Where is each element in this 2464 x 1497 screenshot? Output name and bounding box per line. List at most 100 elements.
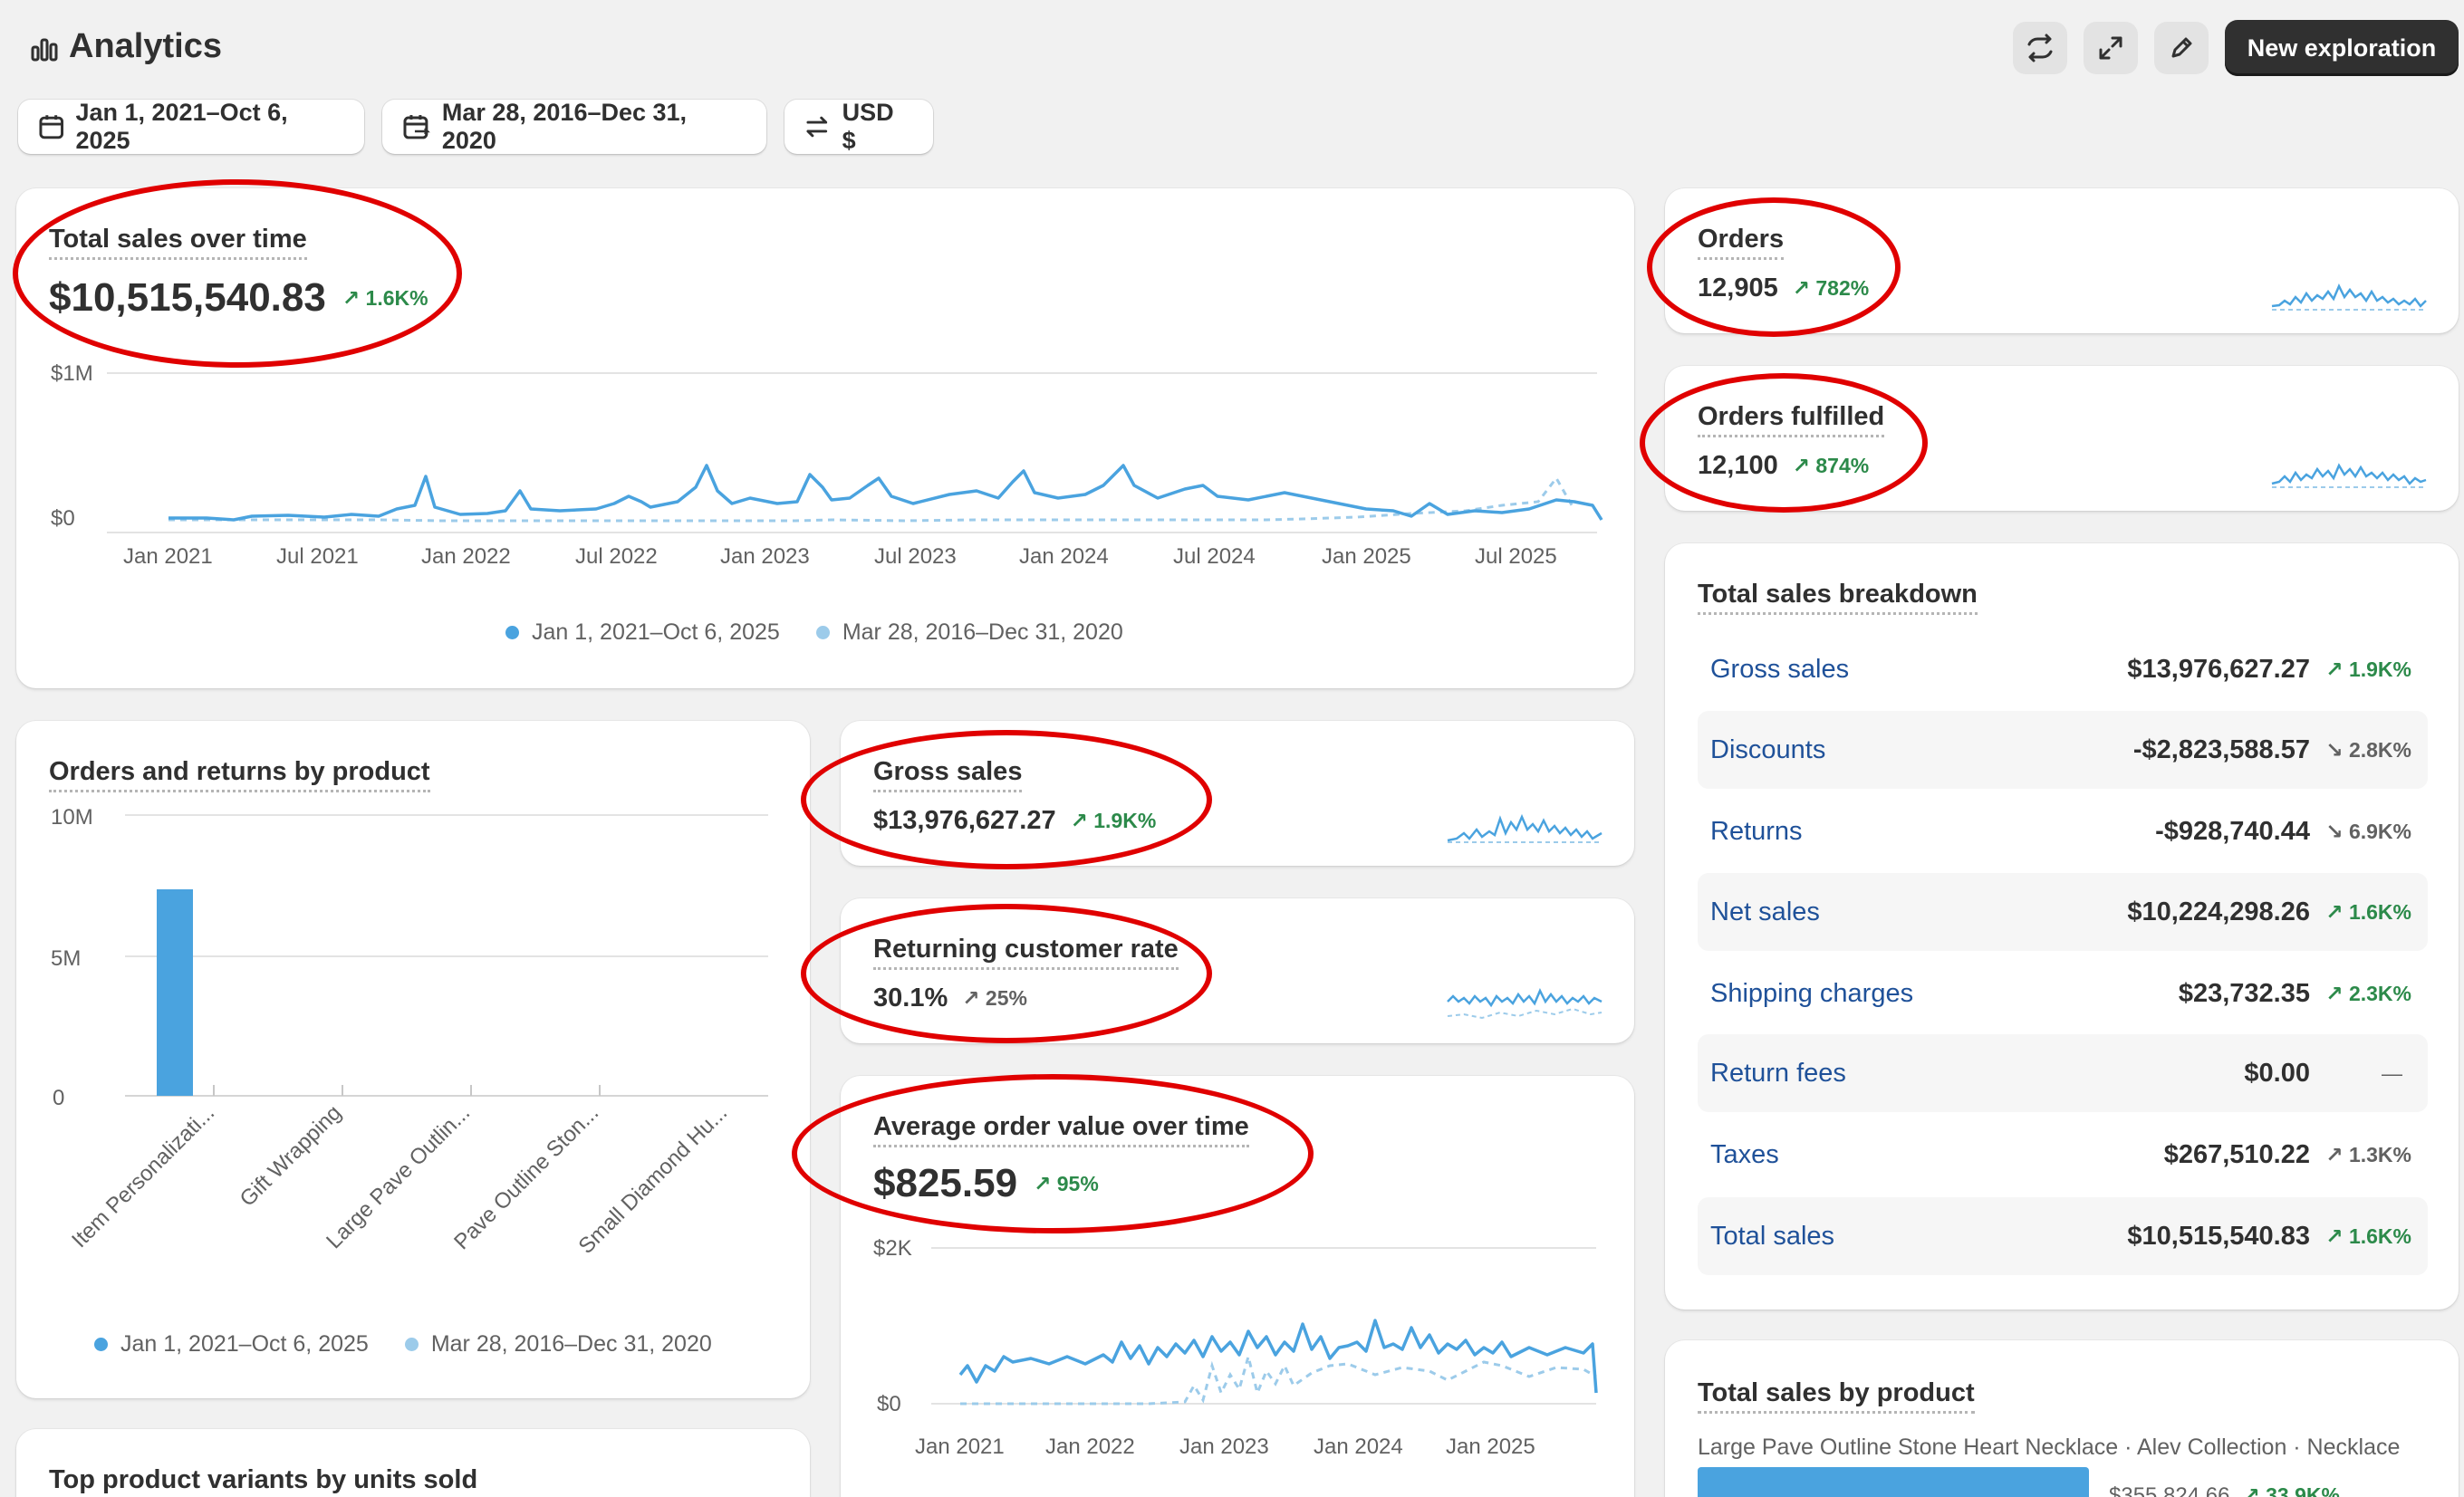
legend-item-current[interactable]: Jan 1, 2021–Oct 6, 2025 [505, 619, 780, 646]
total-sales-title[interactable]: Total sales over time [49, 225, 307, 260]
sales-by-product-title[interactable]: Total sales by product [1698, 1378, 1975, 1414]
orders-fulfilled-title[interactable]: Orders fulfilled [1698, 402, 1885, 437]
breakdown-label[interactable]: Discounts [1710, 734, 1826, 764]
expand-icon [2099, 36, 2122, 60]
breakdown-trend: ↗ 1.6K% [2325, 1224, 2411, 1248]
orders-card[interactable]: Orders 12,905 ↗ 782% [1665, 188, 2459, 333]
new-exploration-label: New exploration [2247, 34, 2437, 62]
calendar-icon [39, 115, 64, 139]
aov-value: $825.59 [873, 1161, 1018, 1205]
breakdown-row-taxes[interactable]: Taxes $267,510.22 ↗ 1.3K% [1698, 1116, 2428, 1194]
orders-fulfilled-card[interactable]: Orders fulfilled 12,100 ↗ 874% [1665, 366, 2459, 511]
gross-sales-sparkline [1447, 813, 1603, 843]
legend-item-current[interactable]: Jan 1, 2021–Oct 6, 2025 [94, 1331, 369, 1358]
x-tick: Jan 2023 [720, 544, 810, 569]
aov-title[interactable]: Average order value over time [873, 1112, 1249, 1147]
sales-breakdown-title[interactable]: Total sales breakdown [1698, 580, 1978, 615]
x-tick: Jul 2024 [1173, 544, 1256, 569]
total-sales-card[interactable]: Total sales over time $10,515,540.83 ↗ 1… [16, 188, 1634, 688]
breakdown-row-discounts[interactable]: Discounts -$2,823,588.57 ↘ 2.8K% [1698, 711, 2428, 789]
x-tick: Jan 2023 [1179, 1435, 1269, 1459]
gross-sales-trend: ↗ 1.9K% [1070, 809, 1157, 832]
edit-button[interactable] [2154, 22, 2209, 74]
returning-rate-title[interactable]: Returning customer rate [873, 935, 1179, 970]
legend-item-compare[interactable]: Mar 28, 2016–Dec 31, 2020 [404, 1331, 712, 1358]
trend-up-icon: ↗ [2325, 1142, 2349, 1166]
returning-rate-sparkline [1447, 988, 1603, 1020]
gross-sales-value: $13,976,627.27 [873, 806, 1056, 835]
breakdown-label[interactable]: Shipping charges [1710, 978, 1914, 1008]
breakdown-value: $13,976,627.27 [2127, 654, 2310, 684]
currency-picker[interactable]: USD $ [784, 99, 933, 154]
breakdown-label[interactable]: Taxes [1710, 1139, 1779, 1169]
breakdown-label[interactable]: Net sales [1710, 897, 1820, 926]
breakdown-trend: ↗ 1.6K% [2325, 899, 2411, 924]
date-range-picker[interactable]: Jan 1, 2021–Oct 6, 2025 [18, 99, 364, 154]
breakdown-row-total-sales[interactable]: Total sales $10,515,540.83 ↗ 1.6K% [1698, 1197, 2428, 1275]
product-item-label: Large Pave Outline Stone Heart Necklace … [1698, 1435, 2401, 1460]
total-sales-legend: Jan 1, 2021–Oct 6, 2025 Mar 28, 2016–Dec… [505, 619, 1123, 646]
x-tick: Jul 2023 [874, 544, 957, 569]
orders-sparkline [2271, 283, 2427, 311]
breakdown-row-shipping-charges[interactable]: Shipping charges $23,732.35 ↗ 2.3K% [1698, 955, 2428, 1032]
orders-trend: ↗ 782% [1792, 276, 1870, 300]
page-title: Analytics [69, 27, 222, 65]
orders-returns-title[interactable]: Orders and returns by product [49, 757, 430, 792]
breakdown-value: $10,515,540.83 [2127, 1221, 2310, 1251]
breakdown-label[interactable]: Gross sales [1710, 654, 1850, 684]
breakdown-row-returns[interactable]: Returns -$928,740.44 ↘ 6.9K% [1698, 792, 2428, 870]
trend-down-icon: ↘ [2325, 819, 2349, 843]
aov-card[interactable]: Average order value over time $825.59 ↗ … [841, 1076, 1634, 1497]
compare-range-picker[interactable]: Mar 28, 2016–Dec 31, 2020 [382, 99, 766, 154]
compare-toggle-button[interactable] [2013, 22, 2067, 74]
top-variants-card[interactable]: Top product variants by units sold [16, 1429, 810, 1497]
breakdown-row-return-fees[interactable]: Return fees $0.00 — [1698, 1034, 2428, 1112]
orders-title[interactable]: Orders [1698, 225, 1785, 260]
trend-up-icon: ↗ [2325, 657, 2349, 681]
trend-up-icon: ↗ [2325, 981, 2349, 1005]
legend-dot [505, 626, 519, 639]
orders-returns-card[interactable]: Orders and returns by product 10M 5M 0 I… [16, 721, 810, 1398]
breakdown-row-gross-sales[interactable]: Gross sales $13,976,627.27 ↗ 1.9K% [1698, 630, 2428, 708]
breakdown-value: -$928,740.44 [2155, 816, 2310, 846]
x-tick: Jul 2025 [1475, 544, 1557, 569]
returning-rate-value: 30.1% [873, 984, 948, 1012]
new-exploration-button[interactable]: New exploration [2225, 20, 2459, 76]
breakdown-trend: ↘ 2.8K% [2325, 737, 2411, 762]
returning-rate-card[interactable]: Returning customer rate 30.1% ↗ 25% [841, 898, 1634, 1043]
breakdown-label[interactable]: Returns [1710, 816, 1803, 846]
category-label: Large Pave Outlin... [322, 1100, 475, 1253]
total-sales-trend: ↗ 1.6K% [342, 285, 428, 310]
breakdown-value: $0.00 [2244, 1058, 2310, 1088]
orders-returns-chart[interactable]: 10M 5M 0 Item Personalizati... Gift Wrap… [16, 802, 810, 1310]
aov-chart[interactable]: $2K $0 [841, 1230, 1634, 1411]
x-tick: Jan 2024 [1314, 1435, 1403, 1459]
breakdown-trend: ↘ 6.9K% [2325, 819, 2411, 843]
breakdown-trend: ↗ 1.3K% [2325, 1142, 2411, 1166]
x-tick: Jul 2021 [276, 544, 359, 569]
total-sales-chart[interactable]: $1M $0 [16, 342, 1634, 542]
product-bar-value: $355,824.66 [2109, 1483, 2230, 1497]
category-label: Pave Outline Ston... [449, 1100, 603, 1254]
gross-sales-title[interactable]: Gross sales [873, 757, 1023, 792]
breakdown-value: $10,224,298.26 [2127, 897, 2310, 926]
breakdown-value: $267,510.22 [2163, 1139, 2310, 1169]
breakdown-value: $23,732.35 [2178, 978, 2310, 1008]
sales-by-product-card[interactable]: Total sales by product Large Pave Outlin… [1665, 1340, 2459, 1497]
legend-item-compare[interactable]: Mar 28, 2016–Dec 31, 2020 [815, 619, 1123, 646]
aov-trend: ↗ 95% [1034, 1171, 1099, 1195]
x-tick: Jan 2021 [915, 1435, 1005, 1459]
breakdown-label[interactable]: Total sales [1710, 1221, 1835, 1251]
orders-fulfilled-sparkline [2271, 463, 2427, 488]
orders-value: 12,905 [1698, 273, 1778, 302]
trend-up-icon: ↗ [2325, 1224, 2349, 1248]
breakdown-label[interactable]: Return fees [1710, 1058, 1846, 1088]
breakdown-row-net-sales[interactable]: Net sales $10,224,298.26 ↗ 1.6K% [1698, 873, 2428, 951]
gross-sales-card[interactable]: Gross sales $13,976,627.27 ↗ 1.9K% [841, 721, 1634, 866]
orders-returns-legend: Jan 1, 2021–Oct 6, 2025 Mar 28, 2016–Dec… [94, 1331, 712, 1358]
product-bar[interactable] [1698, 1467, 2089, 1497]
fullscreen-button[interactable] [2084, 22, 2138, 74]
product-bar-trend: ↗ 33.9K% [2242, 1483, 2340, 1497]
top-variants-title[interactable]: Top product variants by units sold [49, 1465, 477, 1497]
bar-item-personalization[interactable] [157, 889, 193, 1096]
